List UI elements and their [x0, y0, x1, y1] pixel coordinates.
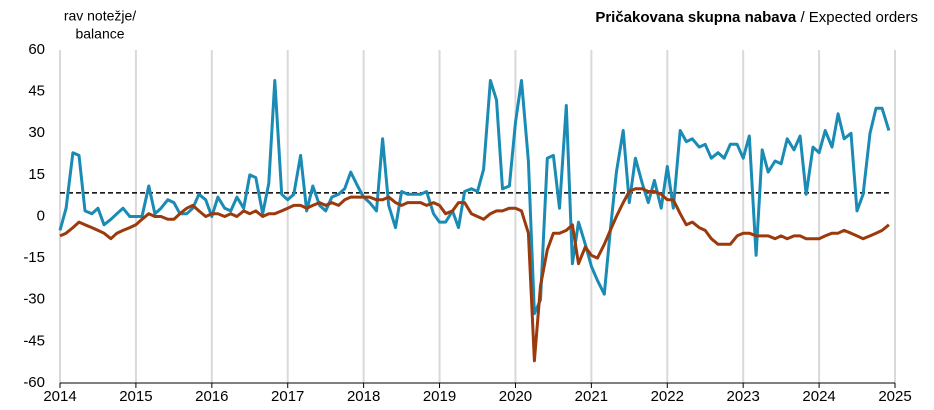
x-tick-label: 2025: [878, 388, 911, 405]
x-tick-label: 2022: [651, 388, 684, 405]
y-tick-label: -15: [23, 249, 45, 266]
x-tick-label: 2016: [195, 388, 228, 405]
y-axis-label: rav notežje/: [64, 8, 136, 24]
title-suffix: / Expected orders: [800, 9, 918, 26]
x-tick-label: 2018: [347, 388, 380, 405]
x-tick-label: 2017: [271, 388, 304, 405]
y-tick-label: -45: [23, 332, 45, 349]
y-tick-label: -60: [23, 374, 45, 391]
y-axis-label: balance: [75, 26, 124, 42]
line-series: [59, 187, 890, 363]
x-tick-label: 2019: [423, 388, 456, 405]
x-tick-label: 2014: [43, 388, 76, 405]
y-tick-label: 0: [37, 207, 45, 224]
chart-title: Pričakovana skupna nabava / Expected ord…: [595, 9, 918, 26]
x-tick-label: 2024: [802, 388, 835, 405]
y-tick-label: 60: [28, 41, 45, 58]
x-tick-label: 2023: [726, 388, 759, 405]
y-tick-label: 30: [28, 124, 45, 141]
y-tick-label: 45: [28, 83, 45, 100]
x-tick-label: 2020: [499, 388, 532, 405]
title-main: Pričakovana skupna nabava: [595, 9, 797, 26]
y-tick-label: 15: [28, 166, 45, 183]
y-tick-label: -30: [23, 291, 45, 308]
x-tick-label: 2021: [575, 388, 608, 405]
line-series: [58, 79, 891, 316]
x-tick-label: 2015: [119, 388, 152, 405]
